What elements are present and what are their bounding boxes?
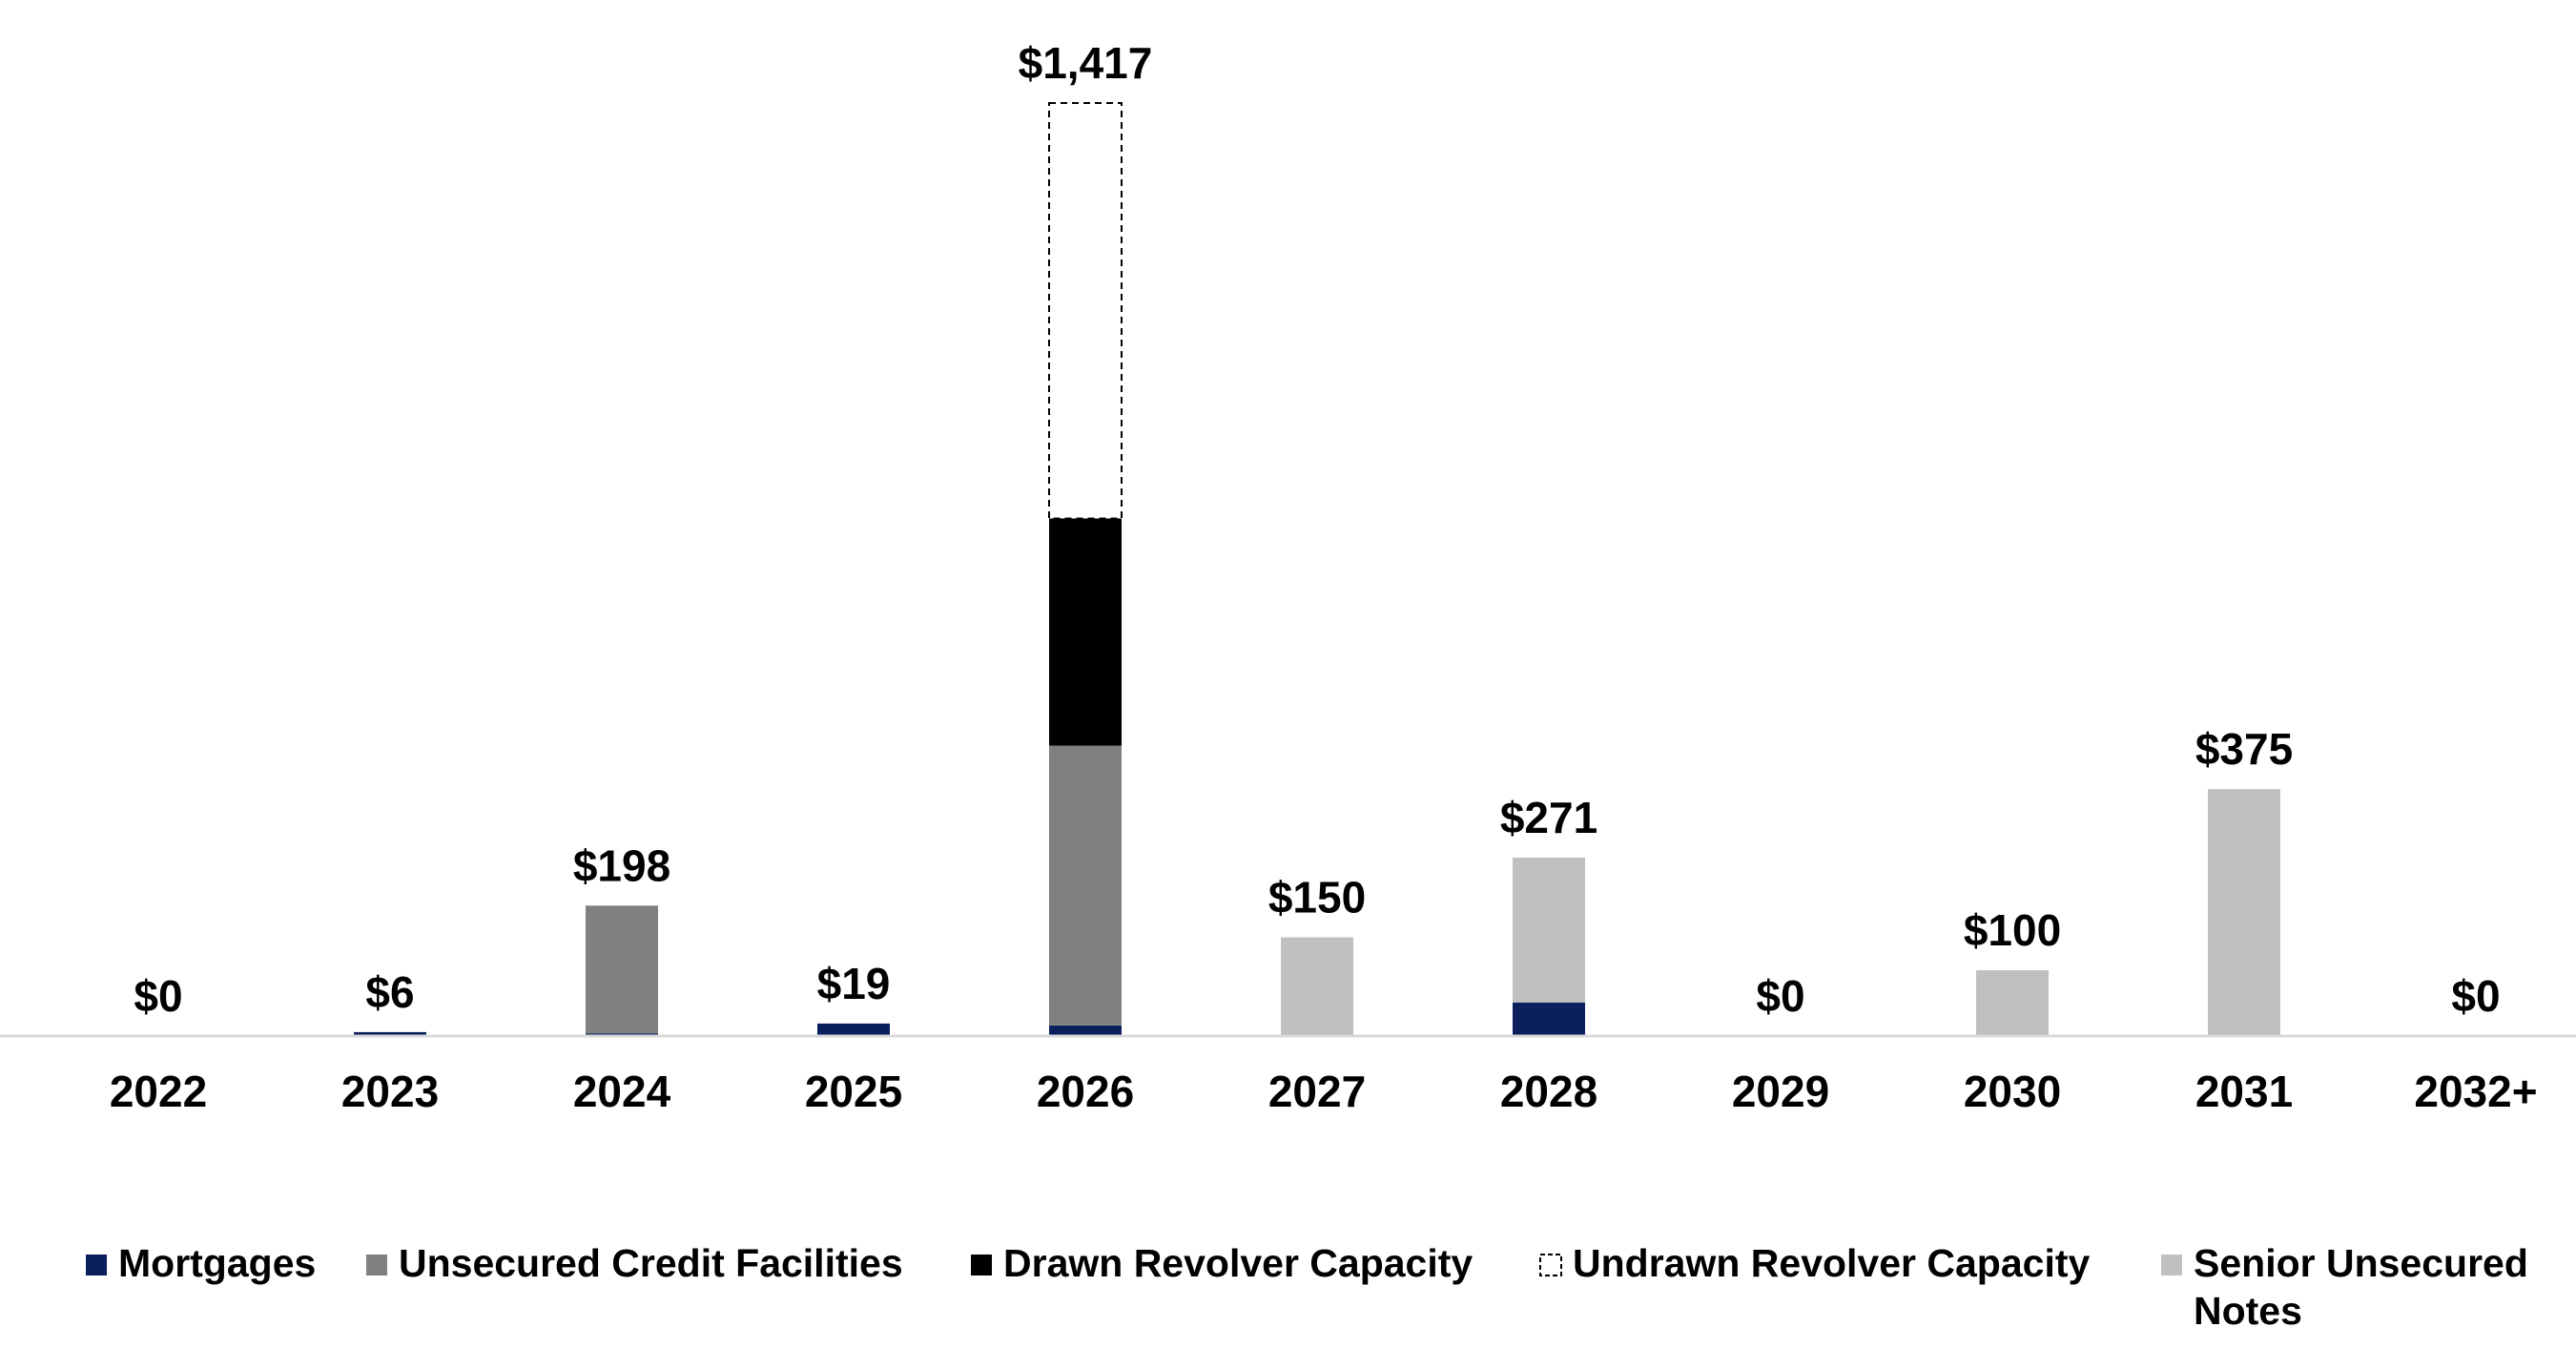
legend-label: Unsecured Credit Facilities: [399, 1241, 903, 1285]
bar-segment-undrawn-revolver-capacity-2026: [1048, 102, 1123, 520]
value-label-2022: $0: [134, 971, 182, 1021]
bar-segment-senior-unsecured-notes-2031: [2208, 789, 2280, 1036]
value-label-2027: $150: [1268, 873, 1366, 923]
bar-segment-mortgages-2028: [1513, 1002, 1585, 1036]
x-tick-label-2027: 2027: [1268, 1067, 1366, 1116]
legend-item-drawn-revolver-capacity: Drawn Revolver Capacity: [971, 1241, 1473, 1285]
legend-label: Mortgages: [118, 1241, 316, 1285]
bar-segment-senior-unsecured-notes-2028: [1513, 858, 1585, 1003]
bar-segment-mortgages-2023: [354, 1031, 426, 1036]
x-tick-label-2029: 2029: [1732, 1067, 1829, 1116]
legend-label: Drawn Revolver Capacity: [1003, 1241, 1473, 1285]
legend-marker: [366, 1255, 387, 1275]
value-label-2032plus: $0: [2451, 971, 2500, 1021]
x-tick-label-2024: 2024: [573, 1067, 671, 1116]
legend-label: Undrawn Revolver Capacity: [1573, 1241, 2090, 1285]
value-label-2025: $19: [817, 959, 891, 1008]
value-label-2031: $375: [2195, 724, 2293, 774]
value-label-2029: $0: [1756, 971, 1804, 1021]
bar-segment-mortgages-2025: [817, 1023, 890, 1036]
value-label-2023: $6: [365, 967, 414, 1017]
x-tick-label-2022: 2022: [110, 1067, 207, 1116]
bar-segment-mortgages-2026: [1049, 1026, 1122, 1036]
x-tick-label-2028: 2028: [1500, 1067, 1597, 1116]
legend-label: Senior Unsecured Notes: [2194, 1241, 2528, 1333]
legend-item-senior-unsecured-notes: Senior Unsecured Notes: [2161, 1241, 2528, 1333]
bar-segment-senior-unsecured-notes-2030: [1976, 970, 2049, 1036]
legend-item-undrawn-revolver-capacity: Undrawn Revolver Capacity: [1539, 1241, 2090, 1285]
legend-marker: [971, 1255, 992, 1275]
bar-segment-drawn-revolver-capacity-2026: [1049, 518, 1122, 746]
legend-marker: [2161, 1255, 2182, 1275]
value-labels-layer: $0 $6 $198 $19 $1,417 $150 $271 $0 $100 $375 $0: [134, 38, 2500, 1021]
bar-segment-senior-unsecured-notes-2027: [1281, 937, 1353, 1036]
x-tick-label-2030: 2030: [1964, 1067, 2061, 1116]
value-label-2028: $271: [1500, 793, 1597, 842]
value-label-2024: $198: [573, 840, 670, 890]
bars-layer: [354, 102, 2280, 1036]
legend-marker: [1539, 1254, 1562, 1276]
bar-segment-unsecured-credit-facilities-2026: [1049, 745, 1122, 1026]
value-label-2026: $1,417: [1019, 38, 1153, 88]
bar-segment-unsecured-credit-facilities-2024: [586, 905, 658, 1034]
legend-marker: [86, 1255, 107, 1275]
x-tick-label-2032plus: 2032+: [2414, 1067, 2537, 1116]
legend-item-unsecured-credit-facilities: Unsecured Credit Facilities: [366, 1241, 903, 1285]
legend-item-mortgages: Mortgages: [86, 1241, 316, 1285]
x-tick-label-2026: 2026: [1037, 1067, 1134, 1116]
legend: Mortgages Unsecured Credit Facilities Draw…: [86, 1241, 2528, 1333]
value-label-2030: $100: [1964, 905, 2061, 955]
x-tick-label-2023: 2023: [341, 1067, 439, 1116]
x-axis-tick-labels: 2022 2023 2024 2025 2026 2027 2028 2029 2030 2031…: [110, 1067, 2538, 1116]
x-tick-label-2025: 2025: [805, 1067, 902, 1116]
x-tick-label-2031: 2031: [2195, 1067, 2293, 1116]
